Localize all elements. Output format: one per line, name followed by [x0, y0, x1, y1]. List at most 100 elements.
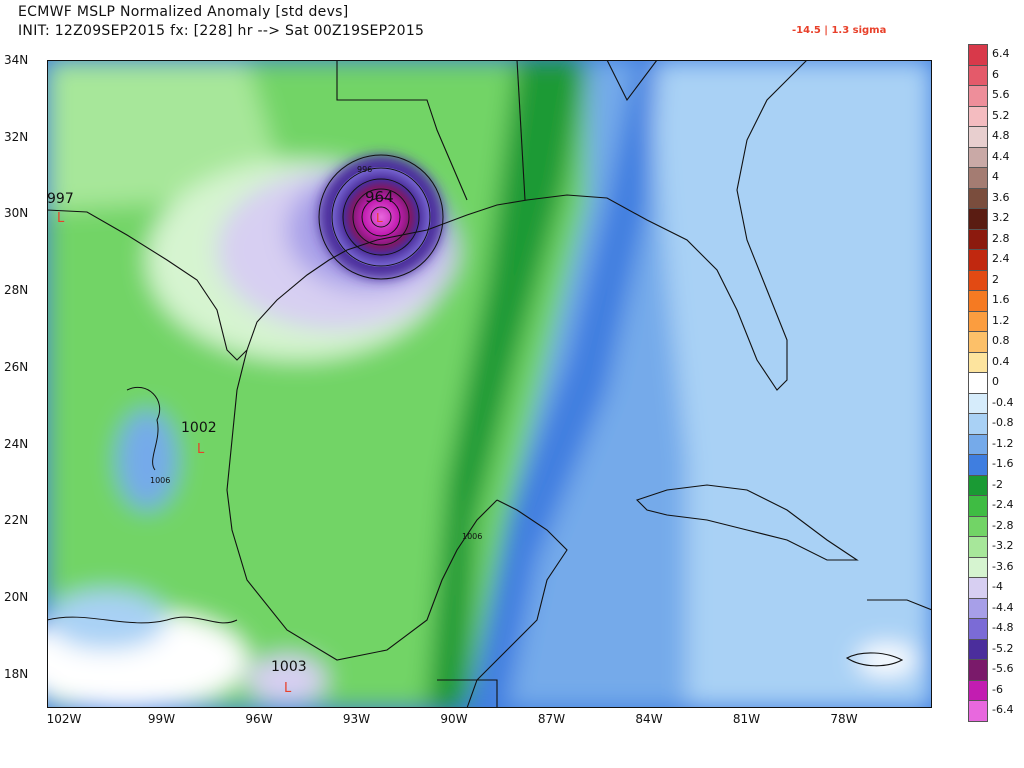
colorbar-swatch	[968, 700, 988, 722]
colorbar-label: -5.6	[992, 662, 1014, 675]
colorbar-label: 6	[992, 67, 999, 81]
longitude-label: 87W	[537, 712, 566, 726]
colorbar-label: 5.6	[992, 88, 1010, 101]
colorbar-swatch	[968, 351, 988, 373]
colorbar-label: -4.8	[992, 621, 1014, 634]
latitude-label: 34N	[4, 53, 29, 67]
colorbar-swatch	[968, 269, 988, 291]
colorbar-label: 6.4	[992, 47, 1010, 60]
colorbar-label: -0.4	[992, 395, 1014, 409]
low-marker-mexico: L	[197, 442, 205, 457]
anomaly-stat: -14.5 | 1.3 sigma	[792, 25, 887, 36]
colorbar-label: -6.4	[992, 703, 1014, 716]
latitude-label: 22N	[4, 513, 29, 528]
colorbar-swatch	[968, 454, 988, 476]
colorbar-swatch	[968, 679, 988, 701]
colorbar-swatch	[968, 290, 988, 312]
colorbar-swatch	[968, 310, 988, 332]
colorbar-label: -2.4	[992, 498, 1014, 511]
colorbar-label: -1.6	[992, 457, 1014, 470]
colorbar-swatch	[968, 618, 988, 640]
low-marker-main: L	[376, 211, 383, 225]
colorbar-swatch	[968, 85, 988, 107]
latitude-label: 30N	[4, 206, 29, 221]
colorbar-label: -2.8	[992, 518, 1014, 532]
map-title: ECMWF MSLP Normalized Anomaly [std devs]	[18, 4, 349, 20]
colorbar-swatch	[968, 105, 988, 127]
colorbar-swatch	[968, 474, 988, 496]
colorbar-label: 0	[992, 375, 999, 388]
low-marker-west: L	[57, 211, 65, 226]
colorbar-swatch	[968, 515, 988, 537]
low-main-value: 964	[365, 188, 394, 206]
colorbar-label: -0.8	[992, 416, 1014, 429]
colorbar-label: 2	[992, 272, 999, 286]
low-mexico-contour: 1006	[150, 476, 170, 485]
low-marker-south: L	[284, 681, 292, 696]
longitude-label: 96W	[245, 712, 273, 726]
colorbar-swatch	[968, 577, 988, 599]
latitude-label: 20N	[4, 589, 29, 604]
anomaly-field	[47, 60, 932, 708]
colorbar-swatch	[968, 413, 988, 435]
low-core	[331, 167, 431, 267]
colorbar-swatch	[968, 228, 988, 250]
latitude-label: 18N	[4, 666, 29, 681]
colorbar-label: 3.6	[992, 190, 1010, 204]
isobar-contours	[47, 154, 444, 624]
longitude-label: 78W	[830, 712, 858, 726]
colorbar-swatch	[968, 208, 988, 230]
colorbar-label: 5.2	[992, 108, 1010, 122]
latitude-label: 32N	[4, 129, 29, 144]
longitude-label: 99W	[147, 712, 176, 726]
colorbar-swatch	[968, 433, 988, 455]
colorbar-label: 4.8	[992, 129, 1010, 142]
colorbar-label: -5.2	[992, 641, 1014, 655]
latitude-label: 26N	[4, 359, 29, 374]
longitude-label: 93W	[342, 712, 371, 726]
colorbar-swatch	[968, 126, 988, 148]
colorbar-swatch	[968, 536, 988, 558]
low-markers: L L L L	[57, 211, 383, 696]
colorbar-label: -3.2	[992, 539, 1014, 552]
colorbar-swatch	[968, 638, 988, 660]
longitude-label: 90W	[440, 712, 468, 726]
colorbar-swatch	[968, 597, 988, 619]
map-frame	[47, 60, 932, 708]
longitude-label: 84W	[635, 712, 663, 726]
longitude-label: 81W	[732, 712, 761, 726]
colorbar-label: 0.4	[992, 354, 1010, 368]
low-mexico-value: 1002	[181, 420, 217, 436]
pressure-labels: 964 996 997 1002 1006 1006 1003	[47, 165, 482, 675]
map-subtitle: INIT: 12Z09SEP2015 fx: [228] hr --> Sat …	[18, 23, 425, 39]
colorbar-label: -1.2	[992, 436, 1014, 450]
low-yucatan-contour: 1006	[462, 532, 482, 541]
colorbar-label: 2.4	[992, 252, 1010, 265]
colorbar-label: 1.6	[992, 293, 1010, 306]
low-south-value: 1003	[271, 659, 307, 675]
latitude-label: 28N	[4, 283, 29, 298]
colorbar-swatch	[968, 249, 988, 271]
colorbar-swatch	[968, 392, 988, 414]
colorbar-swatch	[968, 187, 988, 209]
colorbar-label: 2.8	[992, 231, 1010, 245]
colorbar-swatch	[968, 495, 988, 517]
colorbar-label: 0.8	[992, 334, 1010, 347]
low-west-value: 997	[47, 191, 74, 207]
latitude-label: 24N	[4, 436, 29, 451]
colorbar-swatch	[968, 64, 988, 86]
low-main-contour: 996	[357, 165, 372, 174]
anomaly-map: L L L L 964 996 997 1002 1006 1006 1003	[47, 60, 932, 708]
colorbar-label: 4.4	[992, 149, 1010, 163]
colorbar-label: 1.2	[992, 313, 1010, 327]
colorbar-swatch	[968, 372, 988, 394]
colorbar-label: -6	[992, 682, 1003, 696]
colorbar-label: 3.2	[992, 211, 1010, 224]
colorbar-label: -3.6	[992, 559, 1014, 573]
colorbar-swatch	[968, 167, 988, 189]
colorbar-swatch	[968, 659, 988, 681]
longitude-label: 102W	[46, 712, 82, 726]
colorbar-swatch	[968, 556, 988, 578]
colorbar-label: -4.4	[992, 600, 1014, 614]
colorbar-label: 4	[992, 170, 999, 183]
